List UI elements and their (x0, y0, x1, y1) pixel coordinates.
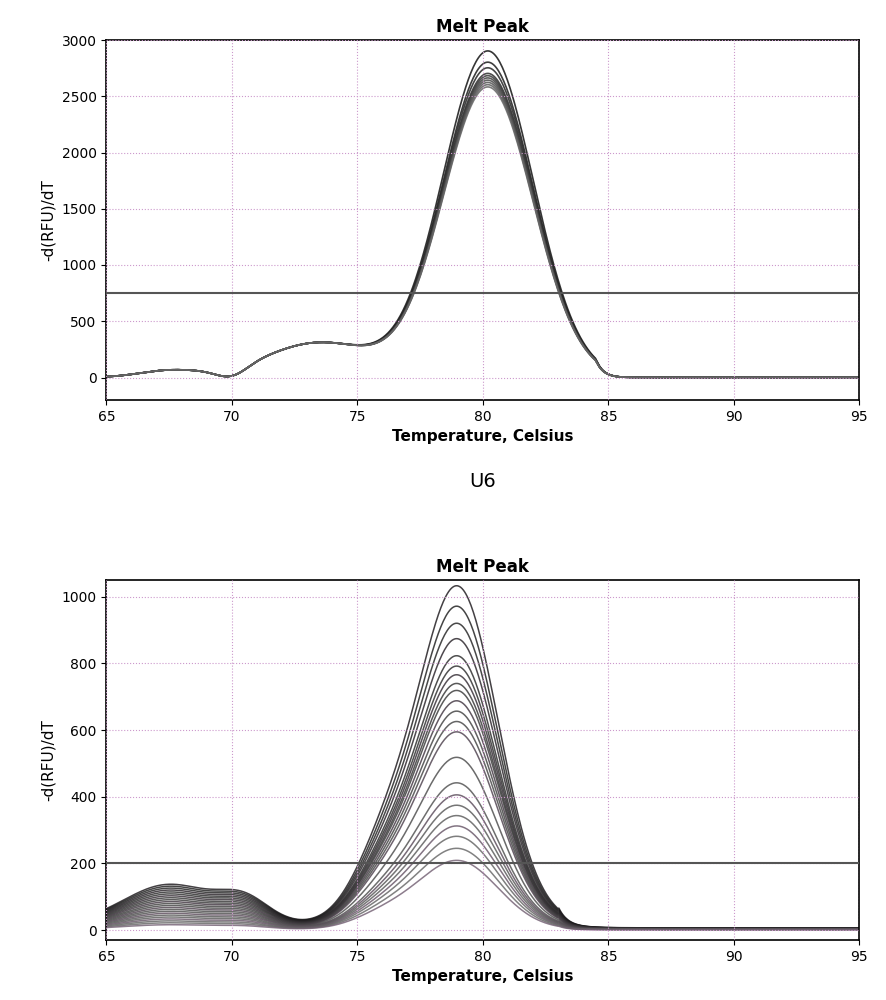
X-axis label: Temperature, Celsius: Temperature, Celsius (392, 429, 573, 444)
Y-axis label: -d(RFU)/dT: -d(RFU)/dT (41, 719, 56, 801)
Text: U6: U6 (470, 472, 496, 491)
Y-axis label: -d(RFU)/dT: -d(RFU)/dT (41, 179, 56, 261)
Title: Melt Peak: Melt Peak (437, 18, 529, 36)
Title: Melt Peak: Melt Peak (437, 558, 529, 576)
X-axis label: Temperature, Celsius: Temperature, Celsius (392, 969, 573, 984)
